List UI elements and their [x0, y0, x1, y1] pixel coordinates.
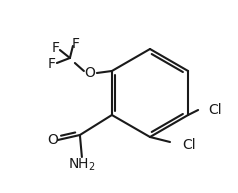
Text: Cl: Cl	[182, 138, 196, 152]
Text: F: F	[48, 57, 56, 71]
Text: O: O	[84, 66, 95, 80]
Text: F: F	[52, 41, 60, 55]
Text: Cl: Cl	[208, 103, 222, 117]
Text: O: O	[47, 133, 58, 147]
Text: NH$_2$: NH$_2$	[68, 157, 96, 173]
Text: F: F	[72, 37, 80, 51]
